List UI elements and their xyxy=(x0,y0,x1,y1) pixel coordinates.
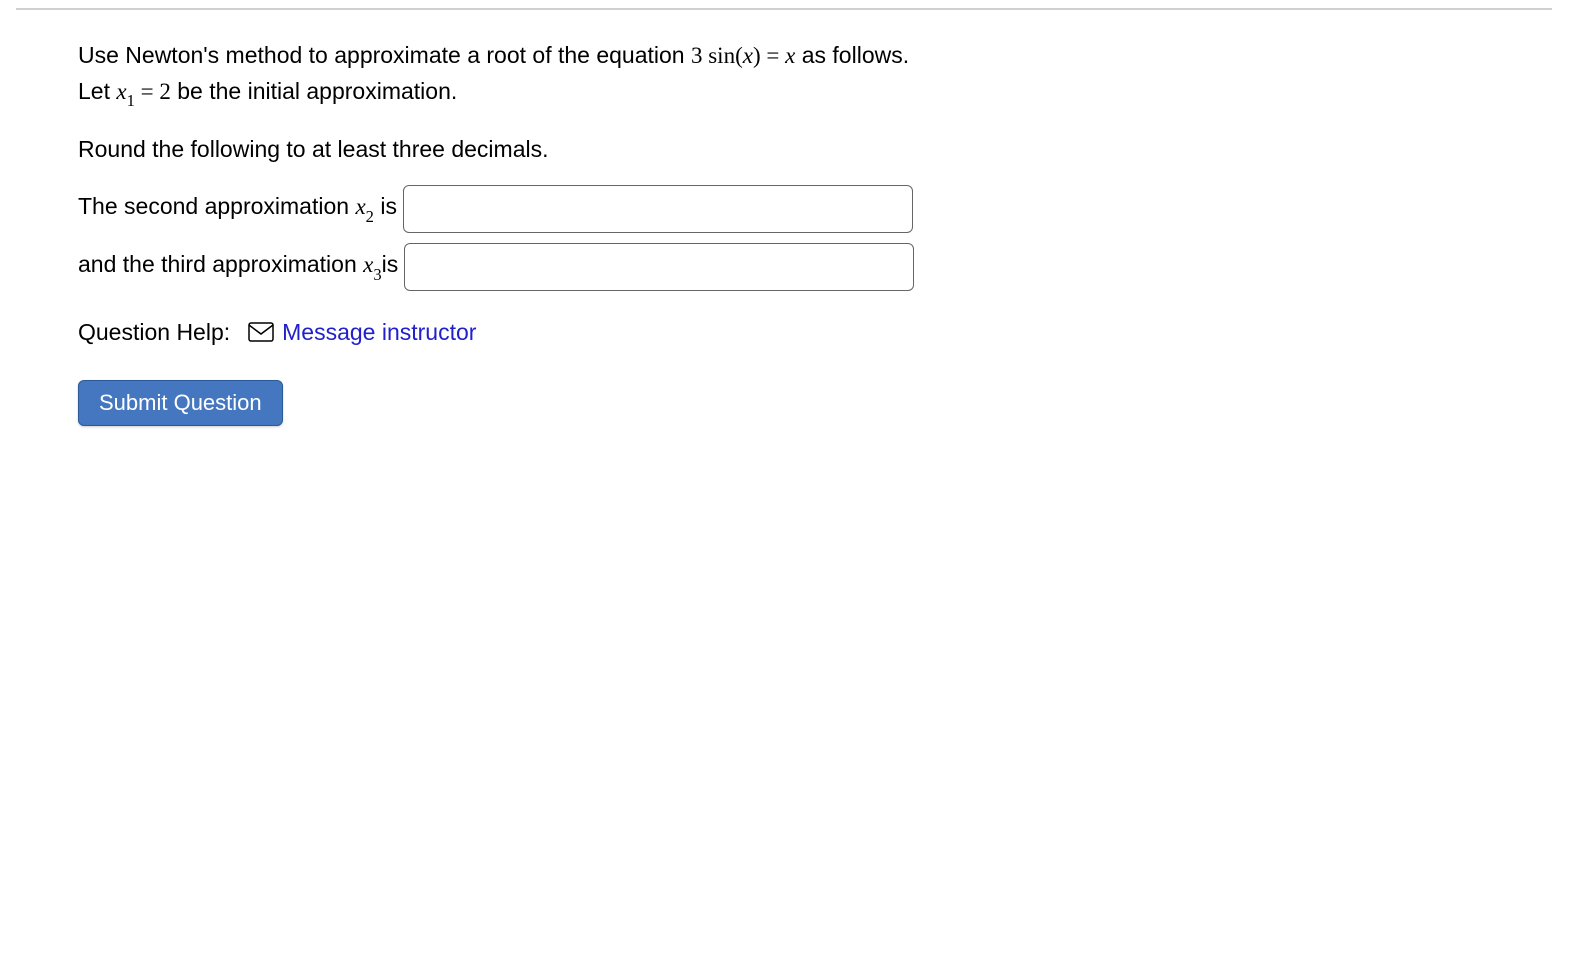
eq-func: sin xyxy=(708,43,735,68)
x2-var: x xyxy=(355,194,365,219)
x2-suffix: is xyxy=(374,193,397,219)
eq-coeff: 3 xyxy=(691,43,703,68)
question-statement: Use Newton's method to approximate a roo… xyxy=(78,38,1400,112)
eq-rparen: ) xyxy=(753,43,761,68)
x3-label: and the third approximation x3is xyxy=(78,251,398,283)
help-label: Question Help: xyxy=(78,319,230,346)
line1-prefix: Use Newton's method to approximate a roo… xyxy=(78,42,691,68)
x3-sub: 3 xyxy=(373,265,381,284)
line2-suffix: be the initial approximation. xyxy=(171,78,457,104)
line2-var: x xyxy=(116,79,126,104)
line2-prefix: Let xyxy=(78,78,116,104)
help-link-text: Message instructor xyxy=(282,319,476,346)
x2-sub: 2 xyxy=(366,207,374,226)
submit-button[interactable]: Submit Question xyxy=(78,380,283,426)
eq-equals: = xyxy=(761,43,785,68)
line2-val: 2 xyxy=(159,79,171,104)
x3-input[interactable] xyxy=(404,243,914,291)
line1-suffix: as follows. xyxy=(795,42,909,68)
x2-row: The second approximation x2 is xyxy=(78,185,1400,233)
message-instructor-link[interactable]: Message instructor xyxy=(248,319,476,346)
eq-rhs: x xyxy=(785,43,795,68)
x3-suffix: is xyxy=(382,251,399,277)
line2-eq: = xyxy=(135,79,159,104)
eq-arg: x xyxy=(743,43,753,68)
x3-row: and the third approximation x3is xyxy=(78,243,1400,291)
help-row: Question Help: Message instructor xyxy=(78,319,1400,346)
mail-icon xyxy=(248,322,274,342)
x3-var: x xyxy=(363,252,373,277)
line2-sub: 1 xyxy=(127,91,135,110)
x3-prefix: and the third approximation xyxy=(78,251,363,277)
x2-input[interactable] xyxy=(403,185,913,233)
rounding-instruction: Round the following to at least three de… xyxy=(78,136,1400,163)
eq-lparen: ( xyxy=(735,43,743,68)
question-content: Use Newton's method to approximate a roo… xyxy=(0,10,1400,426)
x2-label: The second approximation x2 is xyxy=(78,193,397,225)
x2-prefix: The second approximation xyxy=(78,193,355,219)
